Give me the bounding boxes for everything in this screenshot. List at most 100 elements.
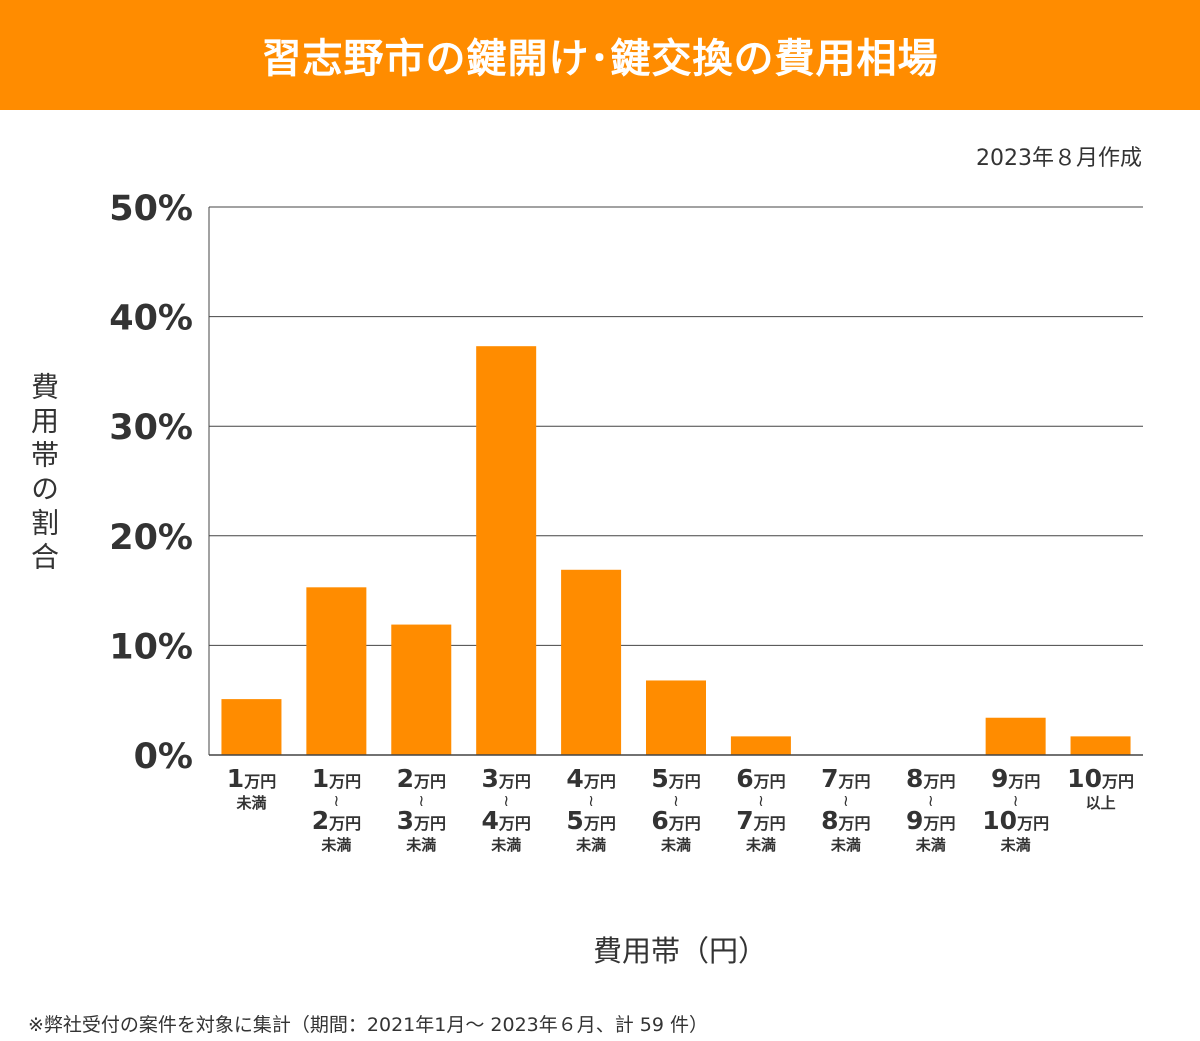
amount: 1 [311,764,330,793]
range-from: 6万円 [718,766,803,794]
tilde: ≀ [503,791,510,810]
y-tick-label: 10% [109,627,193,667]
amount: 6 [651,806,669,835]
amount: 5 [566,806,584,835]
x-tick-label: 6万円 ≀ 7万円 未満 [718,766,803,854]
bar [476,346,537,755]
unit: 万円 [753,814,786,833]
range-suffix: 未満 [830,836,861,854]
amount: 8 [906,764,924,793]
bar [391,624,452,755]
tilde: ≀ [842,791,849,810]
bar [561,569,622,755]
x-axis-label: 費用帯（円） [592,934,767,968]
y-axis-label: 費用帯の割合 [27,372,60,576]
unit: 万円 [583,772,616,791]
range-from: 2万円 [379,766,464,794]
amount: 5 [651,764,669,793]
x-tick-label: 8万円 ≀ 9万円 未満 [888,766,973,854]
amount: 7 [821,764,839,793]
amount: 9 [906,806,924,835]
unit: 万円 [923,772,956,791]
tilde: ≀ [927,791,934,810]
range-from: 4万円 [549,766,634,794]
range-to: 6万円 [634,808,719,836]
range-to: 7万円 [718,808,803,836]
amount: 7 [736,806,754,835]
range-to: 9万円 [888,808,973,836]
range-from: 3万円 [464,766,549,794]
unit: 万円 [1101,772,1134,791]
y-tick-label: 0% [134,737,193,777]
unit: 万円 [1017,814,1050,833]
bar [646,680,706,755]
unit: 万円 [583,814,616,833]
x-tick-label: 1万円 ≀ 2万円 未満 [294,766,379,854]
x-tick-label: 2万円 ≀ 3万円 未満 [379,766,464,854]
range-from: 1万円 [294,766,379,794]
unit: 万円 [329,814,362,833]
range-suffix: 未満 [915,836,946,854]
chart-title: 習志野市の鍵開け･鍵交換の費用相場 [261,36,939,82]
range-to: 5万円 [549,808,634,836]
range-suffix: 未満 [745,836,776,854]
amount: 10 [982,806,1018,835]
created-date: 2023年８月作成 [976,146,1142,171]
amount: 6 [736,764,754,793]
range-to: 2万円 [294,808,379,836]
range-from: 1万円 [209,766,294,794]
x-tick-label: 9万円 ≀ 10万円 未満 [973,766,1058,854]
amount: 2 [311,806,330,835]
unit: 万円 [414,772,447,791]
unit: 万円 [498,772,531,791]
x-tick-label: 7万円 ≀ 8万円 未満 [803,766,888,854]
bar [985,717,1046,755]
range-from: 9万円 [973,766,1058,794]
title-bar: 習志野市の鍵開け･鍵交換の費用相場 [0,0,1200,110]
tilde: ≀ [1012,791,1019,810]
range-to: 8万円 [803,808,888,836]
range-from: 10万円 [1058,766,1143,794]
tilde: ≀ [333,791,340,810]
unit: 万円 [753,772,786,791]
unit: 万円 [923,814,956,833]
unit: 万円 [668,772,701,791]
y-tick-label: 20% [109,518,193,558]
x-tick-label: 10万円 以上 [1058,766,1143,812]
range-suffix: 未満 [491,836,522,854]
bar [730,736,791,755]
unit: 万円 [498,814,531,833]
x-tick-label: 1万円 未満 [209,766,294,812]
amount: 9 [990,764,1009,793]
range-to: 4万円 [464,808,549,836]
range-to: 10万円 [973,808,1058,836]
amount: 8 [821,806,839,835]
range-to: 3万円 [379,808,464,836]
range-suffix: 未満 [321,836,352,854]
footnote: ※弊社受付の案件を対象に集計（期間：2021年1月～ 2023年６月、計 59 … [28,1014,709,1036]
unit: 万円 [668,814,701,833]
y-tick-label: 30% [109,408,193,448]
amount: 4 [566,764,584,793]
tilde: ≀ [588,791,595,810]
bar [1070,736,1131,755]
range-from: 8万円 [888,766,973,794]
bar [306,587,367,755]
x-tick-label: 3万円 ≀ 4万円 未満 [464,766,549,854]
amount: 1 [226,764,245,793]
unit: 万円 [838,772,871,791]
x-tick-label: 4万円 ≀ 5万円 未満 [549,766,634,854]
unit: 万円 [329,772,362,791]
amount: 4 [481,806,499,835]
bar [221,699,282,755]
y-tick-label: 50% [109,189,193,229]
range-suffix: 未満 [236,794,267,812]
unit: 万円 [1008,772,1041,791]
range-suffix: 未満 [661,836,692,854]
tilde: ≀ [418,791,425,810]
unit: 万円 [414,814,447,833]
x-tick-label: 5万円 ≀ 6万円 未満 [634,766,719,854]
range-from: 7万円 [803,766,888,794]
